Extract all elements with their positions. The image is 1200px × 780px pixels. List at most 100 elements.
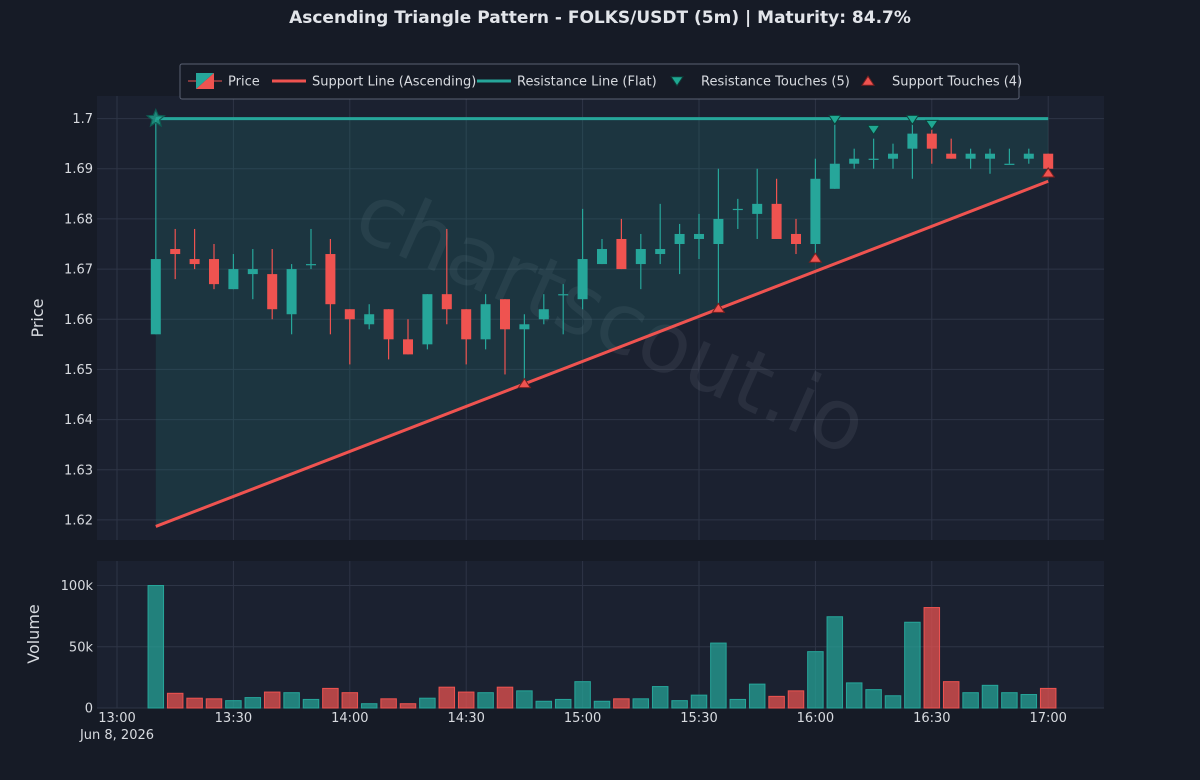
candle-body (868, 158, 879, 160)
volume-bar (690, 694, 708, 709)
candle-body (403, 339, 413, 355)
candle-body (674, 233, 685, 244)
price-tick-label: 1.62 (64, 513, 93, 528)
volume-bar (438, 686, 456, 709)
candle (286, 264, 297, 335)
candle-body (1043, 153, 1054, 169)
volume-bar (457, 691, 475, 709)
candle (771, 178, 782, 239)
volume-bar (496, 686, 514, 709)
volume-tick-label: 50k (69, 640, 94, 655)
candle (247, 249, 258, 300)
x-tick-label: 17:00 (1029, 711, 1066, 726)
volume-y-ticks: 0 50k 100k (61, 579, 94, 717)
candle (364, 304, 375, 330)
volume-bar (360, 703, 378, 709)
candle-body (597, 249, 607, 265)
volume-bar (205, 698, 223, 709)
candle (209, 244, 219, 290)
legend-box (179, 63, 1020, 100)
x-tick-label: 15:00 (564, 711, 601, 726)
candle-body (325, 254, 336, 305)
candle-body (926, 133, 937, 149)
candle-body (791, 233, 801, 244)
candle-body (1023, 153, 1034, 159)
candle (150, 118, 161, 335)
candle (616, 218, 627, 270)
touch-markers (145, 108, 1056, 389)
chart-title: Ascending Triangle Pattern - FOLKS/USDT … (289, 8, 911, 28)
candle-body (558, 294, 569, 296)
price-tick-label: 1.66 (64, 313, 93, 328)
volume-bar (632, 698, 650, 709)
x-tick-label: 13:00 (98, 711, 135, 726)
candle (1023, 148, 1034, 164)
candle (907, 118, 918, 179)
candle-body (635, 249, 646, 265)
candle-body (519, 324, 530, 330)
candle-body (383, 309, 394, 340)
volume-bar (884, 695, 902, 709)
candle (306, 228, 316, 270)
volume-bar (962, 692, 979, 709)
price-axis-label: Price (28, 298, 47, 337)
x-tick-label: 14:00 (331, 711, 368, 726)
candle-body (849, 158, 860, 164)
volume-bar (399, 703, 417, 709)
x-tick-label: 13:30 (215, 711, 252, 726)
candle (829, 118, 840, 189)
candle-body (306, 264, 316, 266)
candle (674, 223, 685, 275)
candle (732, 198, 743, 229)
candle-body (538, 309, 549, 320)
volume-bar (923, 607, 941, 709)
legend-label: Support Line (Ascending) (312, 75, 476, 90)
x-tick-label: 16:00 (797, 711, 834, 726)
price-tick-label: 1.7 (72, 112, 93, 127)
volume-tick-label: 0 (85, 702, 93, 717)
candle (344, 309, 355, 365)
candle-body (209, 259, 219, 285)
volume-bar (826, 616, 844, 709)
resistance-touch-marker (924, 119, 939, 131)
candle (888, 143, 898, 169)
candle (1004, 148, 1015, 165)
legend-item: Support Touches (4) (861, 75, 1022, 90)
volume-bar (574, 681, 591, 709)
candle-body (732, 208, 743, 211)
candle-body (965, 153, 976, 159)
volume-bar (322, 687, 339, 709)
candle (597, 238, 607, 265)
candle (538, 294, 549, 325)
support-touch-marker (517, 377, 532, 389)
volume-bar (613, 698, 630, 709)
volume-bar (1039, 687, 1057, 709)
candle-body (713, 218, 724, 244)
pattern-start-star (145, 108, 166, 128)
candle-body (228, 269, 239, 290)
candle (985, 148, 995, 174)
candles (150, 118, 1054, 385)
candle (791, 218, 801, 255)
candle-body (752, 203, 763, 214)
legend-label: Price (228, 75, 260, 90)
candle (383, 309, 394, 360)
candle (480, 294, 491, 350)
candle-body (577, 259, 588, 300)
candle (849, 148, 860, 169)
volume-bar (807, 651, 824, 709)
candle-body (364, 314, 375, 325)
price-tick-label: 1.68 (64, 212, 93, 227)
volume-bar (225, 700, 242, 709)
candle-body (480, 304, 491, 340)
resistance-touch-marker (905, 114, 920, 126)
volume-bar (186, 697, 203, 709)
volume-bar (651, 686, 669, 709)
candle-body (888, 153, 898, 159)
candle (868, 138, 879, 169)
volume-bar (865, 689, 882, 709)
candle (228, 254, 239, 290)
x-axis-ticks: 13:00 13:30 14:00 14:30 15:00 15:30 16:00 16:30… (98, 711, 1067, 726)
x-tick-label: 15:30 (680, 711, 717, 726)
